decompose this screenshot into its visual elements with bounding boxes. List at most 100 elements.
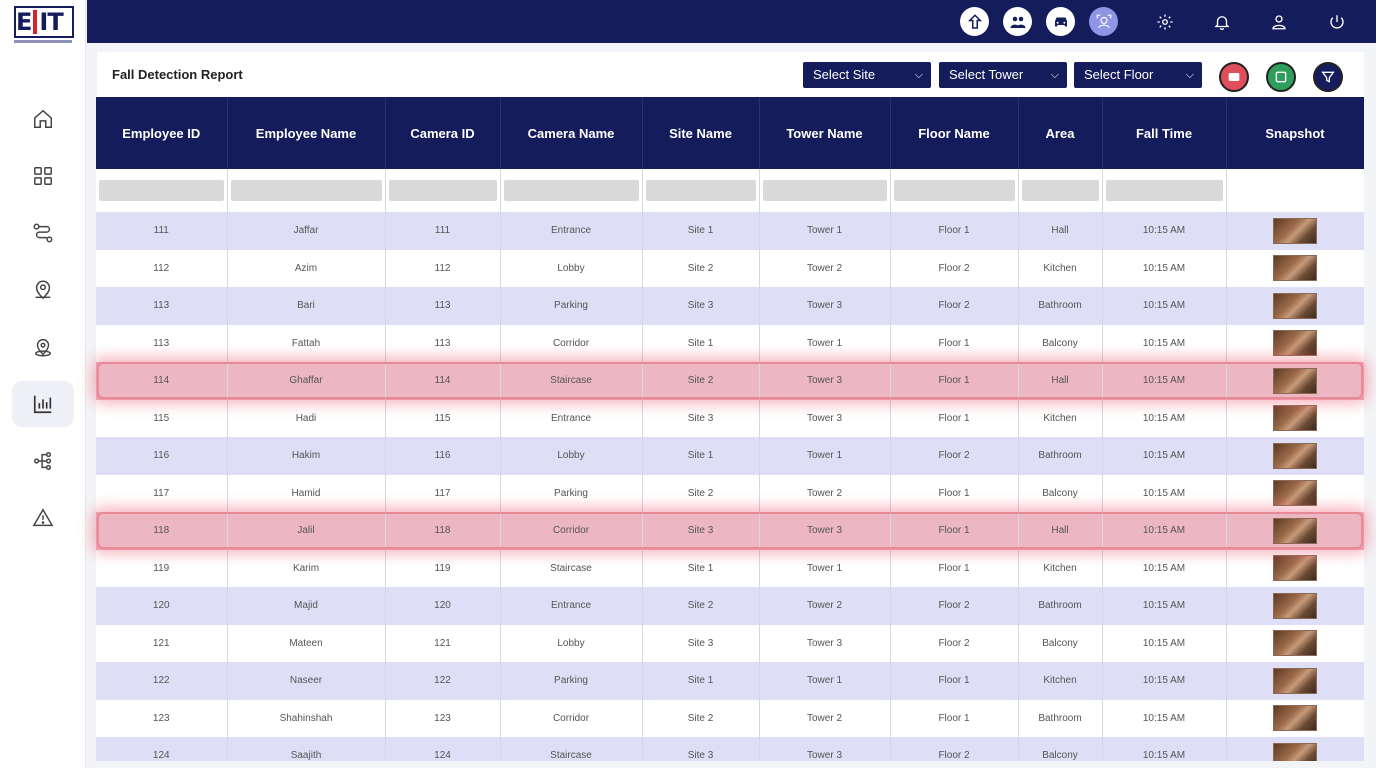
column-filter-input[interactable] (388, 180, 497, 201)
snapshot-thumbnail[interactable] (1273, 555, 1317, 582)
cell-area: Balcony (1018, 624, 1103, 662)
cell-floor-name: Floor 1 (890, 474, 1019, 512)
cell-snapshot (1226, 699, 1364, 737)
cell-fall-time: 10:15 AM (1102, 212, 1227, 250)
snapshot-thumbnail[interactable] (1273, 217, 1317, 244)
column-filter-input[interactable] (645, 180, 756, 201)
excel-export-icon (1275, 71, 1287, 83)
table-row[interactable]: 113 Fattah 113 Corridor Site 1 Tower 1 Floor 1… (96, 324, 1364, 362)
cell-camera-name: Corridor (500, 512, 643, 550)
column-filter-input[interactable] (230, 180, 382, 201)
snapshot-thumbnail[interactable] (1273, 292, 1317, 319)
column-filter-input[interactable] (1105, 180, 1223, 201)
table-row[interactable]: 111 Jaffar 111 Entrance Site 1 Tower 1 Floor 1… (96, 212, 1364, 250)
select-site-dropdown[interactable]: Select Site ⌵ (803, 62, 931, 88)
eit-logo: E IT (14, 6, 74, 46)
people-icon (1010, 16, 1025, 28)
nav-alerts[interactable] (12, 495, 74, 541)
column-header-fall-time[interactable]: Fall Time (1102, 97, 1227, 169)
column-filter-input[interactable] (99, 180, 224, 201)
column-filter-input[interactable] (503, 180, 639, 201)
cell-tower-name: Tower 1 (759, 324, 891, 362)
snapshot-thumbnail[interactable] (1273, 630, 1317, 657)
select-floor-dropdown[interactable]: Select Floor ⌵ (1074, 62, 1202, 88)
table-row[interactable]: 112 Azim 112 Lobby Site 2 Tower 2 Floor 2 Kitch… (96, 249, 1364, 287)
cell-snapshot (1226, 324, 1364, 362)
snapshot-thumbnail[interactable] (1273, 517, 1317, 544)
cell-employee-id: 124 (96, 737, 228, 761)
snapshot-thumbnail[interactable] (1273, 742, 1317, 761)
filter-cell (1102, 169, 1227, 212)
filter-button[interactable] (1313, 62, 1343, 92)
table-row[interactable]: 124 Saajith 124 Staircase Site 3 Tower 3 Floor… (96, 737, 1364, 761)
table-row-fall-alert[interactable]: 114 Ghaffar 114 Staircase Site 2 Tower 3 Floor… (96, 362, 1364, 400)
column-header-camera-name[interactable]: Camera Name (500, 97, 643, 169)
logout-button[interactable] (1322, 7, 1351, 36)
notifications-button[interactable] (1207, 7, 1236, 36)
cell-employee-id: 120 (96, 587, 228, 625)
snapshot-thumbnail[interactable] (1273, 405, 1317, 432)
excel-export-button[interactable] (1266, 62, 1296, 92)
nav-geofence[interactable] (12, 324, 74, 370)
nav-location[interactable] (12, 267, 74, 313)
table-row[interactable]: 121 Mateen 121 Lobby Site 3 Tower 3 Floor 2 Bal… (96, 624, 1364, 662)
column-header-tower-name[interactable]: Tower Name (759, 97, 891, 169)
column-header-employee-name[interactable]: Employee Name (227, 97, 386, 169)
column-header-camera-id[interactable]: Camera ID (385, 97, 501, 169)
settings-button[interactable] (1150, 7, 1179, 36)
snapshot-thumbnail[interactable] (1273, 592, 1317, 619)
snapshot-thumbnail[interactable] (1273, 255, 1317, 282)
snapshot-thumbnail[interactable] (1273, 330, 1317, 357)
select-tower-dropdown[interactable]: Select Tower ⌵ (939, 62, 1067, 88)
vehicle-button[interactable] (1046, 7, 1075, 36)
table-row[interactable]: 116 Hakim 116 Lobby Site 1 Tower 1 Floor 2 Bath… (96, 437, 1364, 475)
cell-tower-name: Tower 2 (759, 699, 891, 737)
snapshot-thumbnail[interactable] (1273, 705, 1317, 732)
column-filter-input[interactable] (1021, 180, 1099, 201)
column-header-area[interactable]: Area (1018, 97, 1103, 169)
cell-area: Bathroom (1018, 437, 1103, 475)
route-icon (33, 223, 53, 243)
cell-fall-time: 10:15 AM (1102, 699, 1227, 737)
people-button[interactable] (1003, 7, 1032, 36)
select-floor-label: Select Floor (1084, 67, 1154, 82)
table-row[interactable]: 117 Hamid 117 Parking Site 2 Tower 2 Floor 1 Ba… (96, 474, 1364, 512)
cell-floor-name: Floor 1 (890, 662, 1019, 700)
pdf-export-button[interactable] (1219, 62, 1249, 92)
cell-camera-id: 124 (385, 737, 501, 761)
snapshot-thumbnail[interactable] (1273, 442, 1317, 469)
column-filter-input[interactable] (893, 180, 1015, 201)
snapshot-thumbnail[interactable] (1273, 667, 1317, 694)
column-header-floor-name[interactable]: Floor Name (890, 97, 1019, 169)
column-filter-input[interactable] (762, 180, 887, 201)
chevron-down-icon: ⌵ (914, 69, 923, 81)
report-table-container: Employee ID Employee Name Camera ID Came… (96, 97, 1364, 761)
table-row[interactable]: 119 Karim 119 Staircase Site 1 Tower 1 Floor 1… (96, 549, 1364, 587)
table-row[interactable]: 123 Shahinshah 123 Corridor Site 2 Tower 2 Flo… (96, 699, 1364, 737)
table-row[interactable]: 115 Hadi 115 Entrance Site 3 Tower 3 Floor 1 Ki… (96, 399, 1364, 437)
profile-button[interactable] (1264, 7, 1293, 36)
table-row[interactable]: 113 Bari 113 Parking Site 3 Tower 3 Floor 2 Bat… (96, 287, 1364, 325)
cell-employee-name: Jalil (227, 512, 386, 550)
cell-floor-name: Floor 1 (890, 512, 1019, 550)
snapshot-thumbnail[interactable] (1273, 480, 1317, 507)
fire-safety-button[interactable] (960, 7, 989, 36)
column-header-employee-id[interactable]: Employee ID (96, 97, 228, 169)
logo-red-bar (33, 10, 38, 34)
cell-floor-name: Floor 1 (890, 399, 1019, 437)
face-scan-button[interactable] (1089, 7, 1118, 36)
cell-area: Kitchen (1018, 399, 1103, 437)
chevron-down-icon: ⌵ (1050, 69, 1059, 81)
column-header-site-name[interactable]: Site Name (642, 97, 760, 169)
column-header-snapshot[interactable]: Snapshot (1226, 97, 1364, 169)
snapshot-thumbnail[interactable] (1273, 367, 1317, 394)
nav-home[interactable] (12, 96, 74, 142)
nav-hierarchy[interactable] (12, 438, 74, 484)
nav-reports[interactable] (12, 381, 74, 427)
cell-camera-name: Corridor (500, 324, 643, 362)
nav-dashboard[interactable] (12, 153, 74, 199)
nav-routes[interactable] (12, 210, 74, 256)
